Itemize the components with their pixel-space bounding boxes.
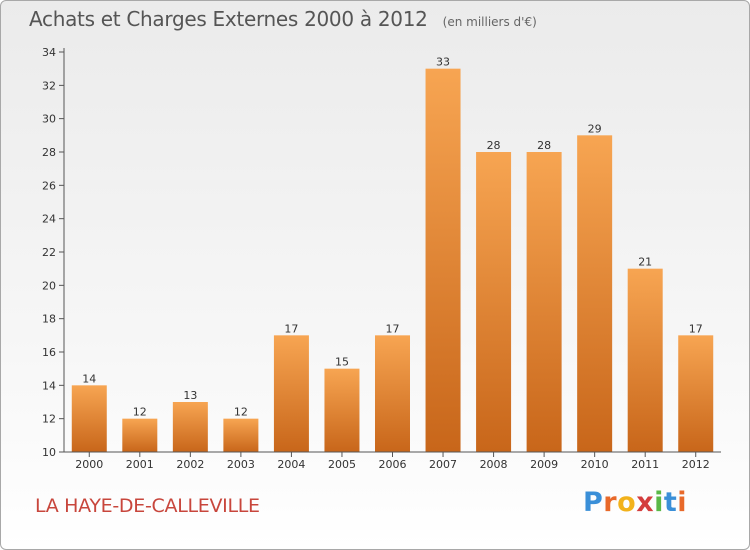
bar [375, 335, 410, 452]
y-tick-label: 34 [42, 46, 56, 59]
data-label: 21 [638, 256, 652, 269]
y-tick-label: 18 [42, 313, 56, 326]
bar [678, 335, 714, 452]
data-label: 17 [386, 322, 400, 335]
data-label: 17 [689, 322, 703, 335]
bar [324, 368, 360, 452]
bar [627, 268, 663, 452]
proxiti-logo[interactable]: Proxiti [583, 487, 687, 523]
data-label: 13 [183, 389, 197, 402]
x-tick-label: 2008 [480, 458, 508, 471]
logo-letter: P [583, 487, 604, 518]
data-label: 28 [487, 139, 501, 152]
x-tick-label: 2006 [379, 458, 407, 471]
y-tick-label: 20 [42, 279, 56, 292]
bar [71, 385, 107, 452]
y-tick-label: 12 [42, 413, 56, 426]
bar [273, 335, 309, 452]
y-tick-label: 32 [42, 79, 56, 92]
data-label: 29 [588, 122, 602, 135]
logo-letter: x [636, 487, 655, 518]
y-tick-label: 14 [42, 379, 56, 392]
x-tick-label: 2011 [631, 458, 659, 471]
x-tick-label: 2004 [277, 458, 305, 471]
data-label: 12 [133, 406, 147, 419]
y-tick-label: 30 [42, 113, 56, 126]
logo-letter: i [677, 487, 688, 518]
bar [172, 402, 208, 452]
x-tick-label: 2000 [75, 458, 103, 471]
x-tick-label: 2012 [682, 458, 710, 471]
x-tick-label: 2009 [530, 458, 558, 471]
title-row: Achats et Charges Externes 2000 à 2012 (… [29, 7, 537, 31]
data-label: 14 [82, 372, 96, 385]
x-tick-label: 2005 [328, 458, 356, 471]
x-tick-label: 2007 [429, 458, 457, 471]
x-tick-label: 2001 [126, 458, 154, 471]
bar [223, 418, 259, 452]
y-tick-label: 22 [42, 246, 56, 259]
logo-letter: r [603, 487, 618, 518]
data-label: 28 [537, 139, 551, 152]
data-label: 17 [284, 322, 298, 335]
y-tick-label: 10 [42, 446, 56, 459]
data-label: 15 [335, 356, 349, 369]
chart-subtitle: (en milliers d'€) [442, 15, 537, 29]
logo-letter: t [663, 487, 678, 518]
y-tick-label: 16 [42, 346, 56, 359]
bar [526, 152, 562, 452]
data-label: 12 [234, 406, 248, 419]
bar [122, 418, 158, 452]
data-label: 33 [436, 56, 450, 69]
commune-name: LA HAYE-DE-CALLEVILLE [35, 495, 260, 517]
y-tick-label: 26 [42, 179, 56, 192]
x-tick-label: 2010 [581, 458, 609, 471]
logo-letter: i [654, 487, 664, 518]
bar [577, 135, 613, 453]
bar [425, 68, 461, 453]
bar [476, 152, 512, 452]
x-tick-label: 2003 [227, 458, 255, 471]
y-tick-label: 24 [42, 213, 56, 226]
x-tick-label: 2002 [176, 458, 204, 471]
chart-title: Achats et Charges Externes 2000 à 2012 [29, 7, 428, 31]
logo-letter: o [617, 487, 637, 518]
y-tick-label: 28 [42, 146, 56, 159]
